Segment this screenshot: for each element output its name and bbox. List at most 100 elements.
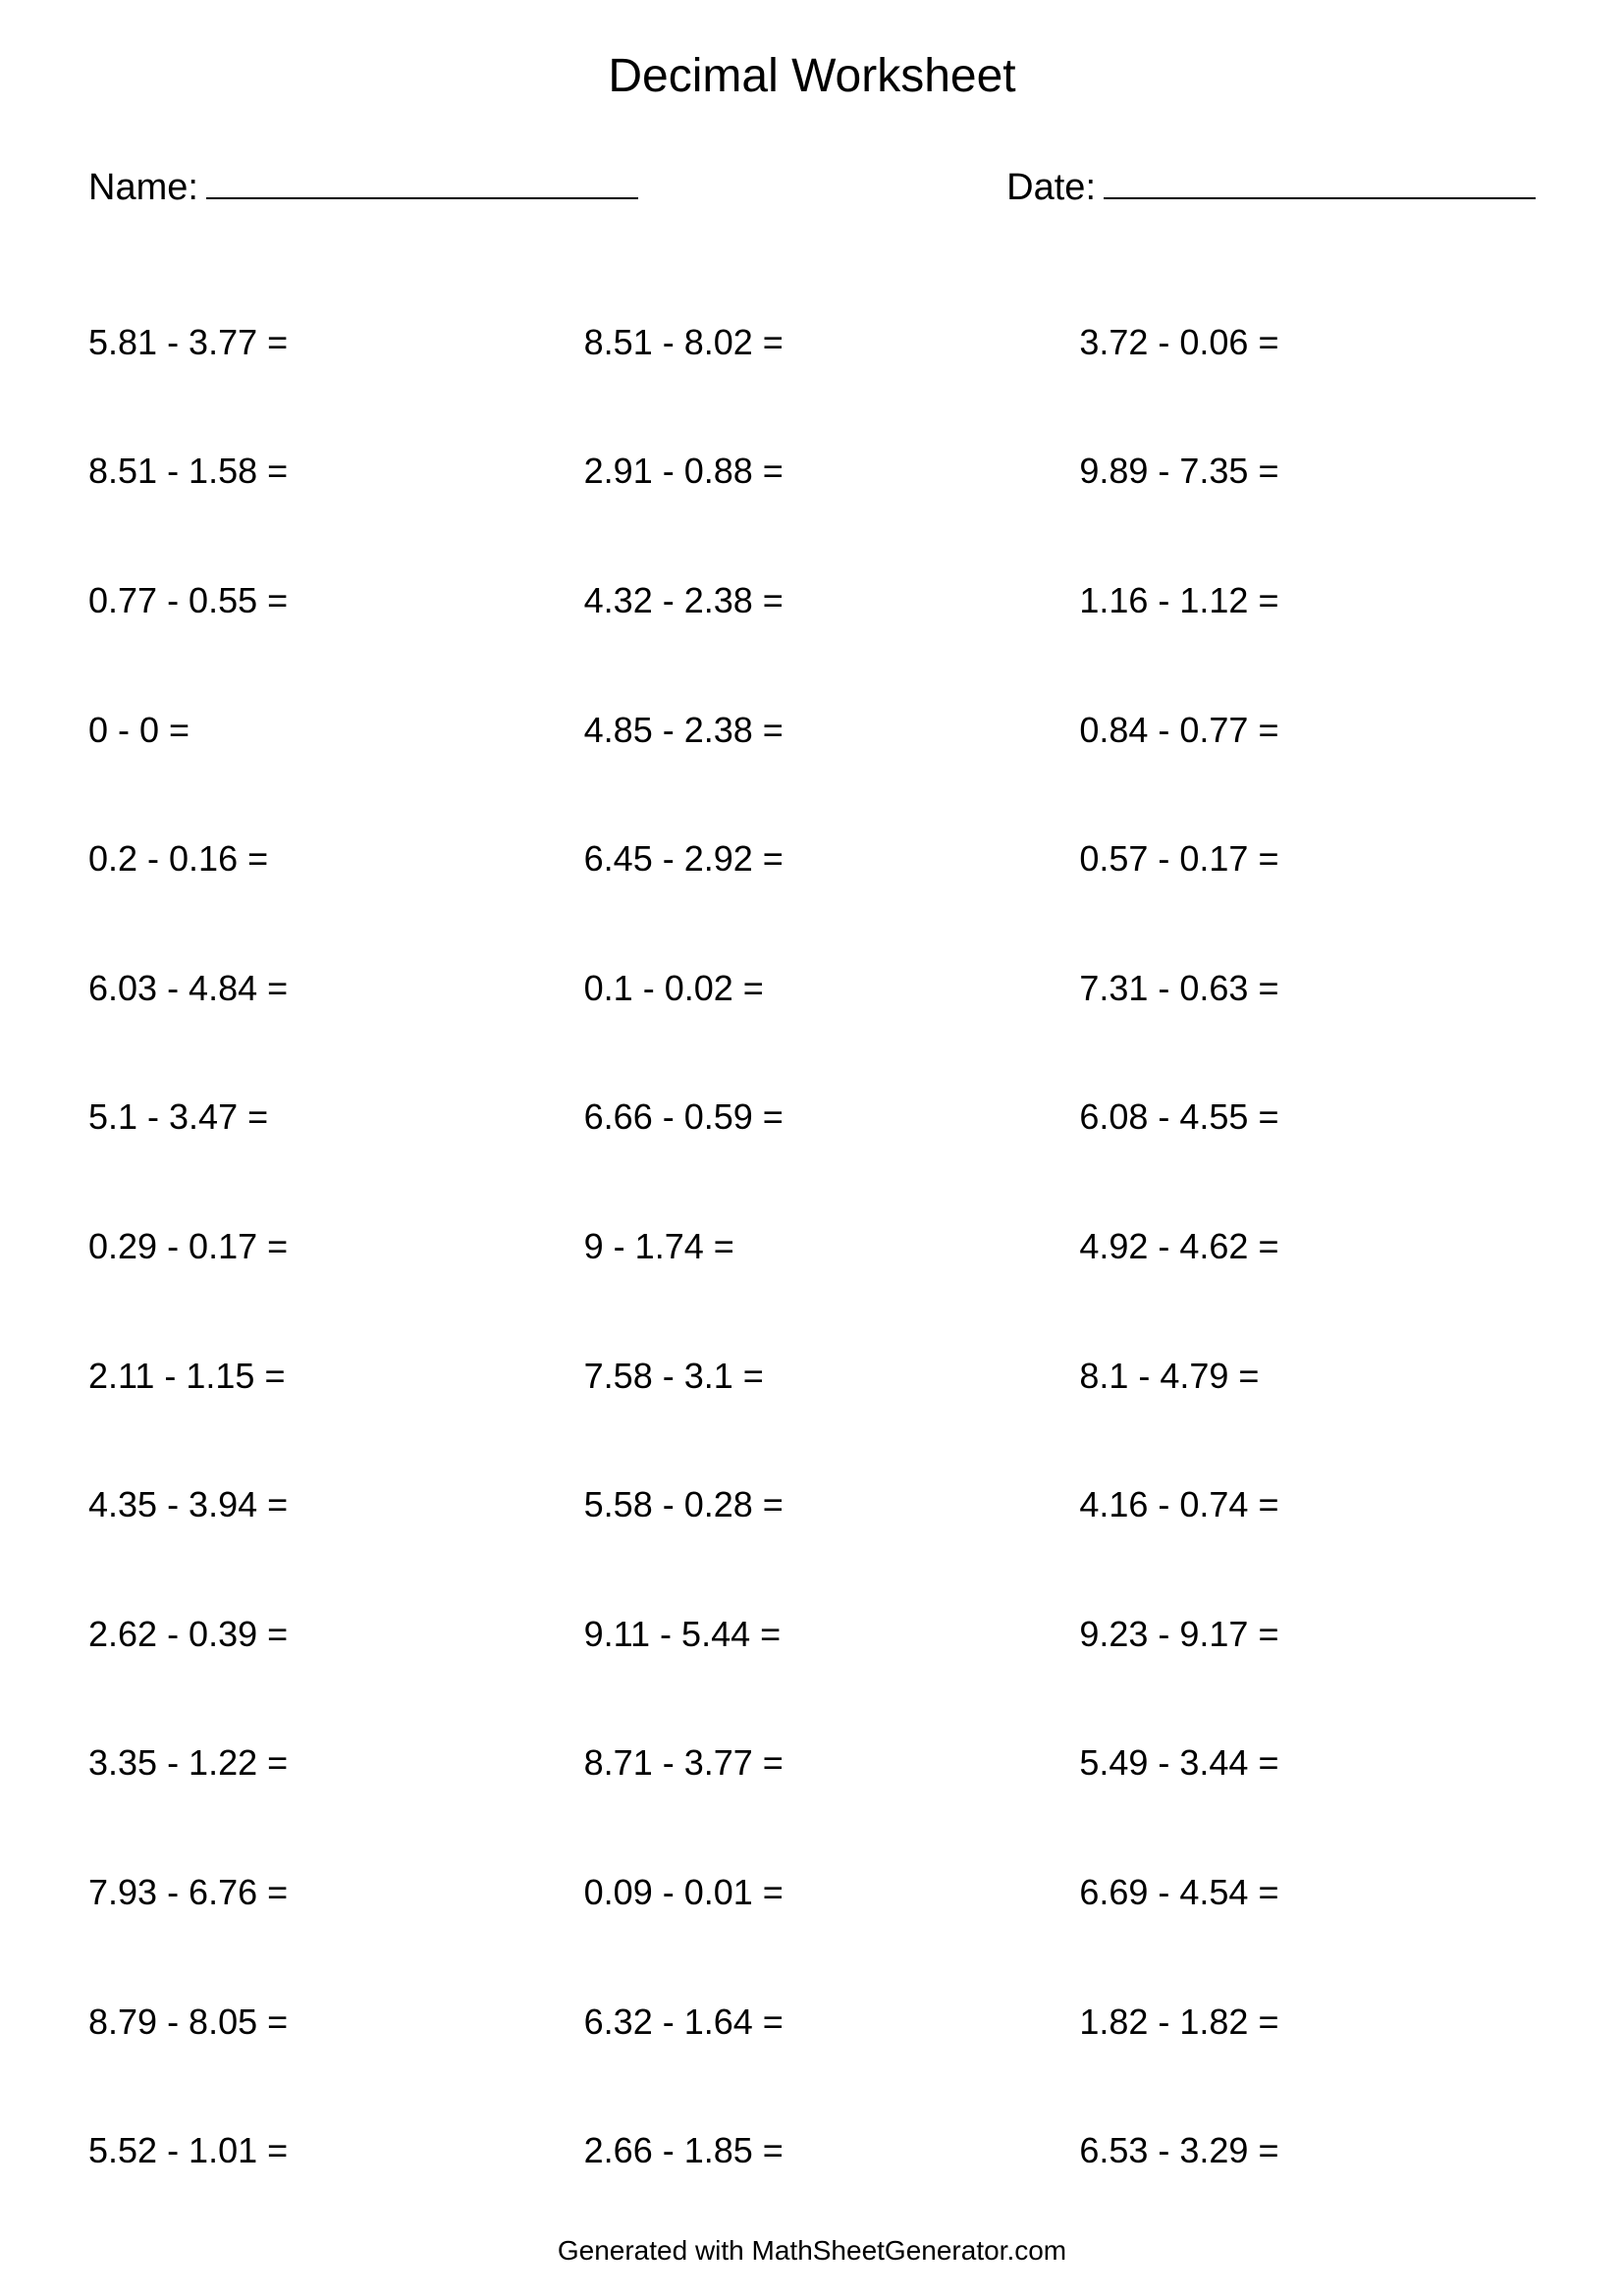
problem-expression: 6.08 - 4.55 = [1079, 1096, 1278, 1138]
problem-expression: 9 - 1.74 = [584, 1226, 734, 1267]
problem: 8.1 - 4.79 = [1079, 1311, 1536, 1441]
problem: 0.09 - 0.01 = [584, 1828, 1041, 1957]
problem-expression: 9.11 - 5.44 = [584, 1614, 781, 1655]
problem: 6.08 - 4.55 = [1079, 1053, 1536, 1183]
problem-expression: 2.11 - 1.15 = [88, 1356, 285, 1397]
problem: 4.32 - 2.38 = [584, 536, 1041, 666]
problem-expression: 5.1 - 3.47 = [88, 1096, 268, 1138]
problem-expression: 5.81 - 3.77 = [88, 322, 288, 363]
problem-expression: 5.49 - 3.44 = [1079, 1742, 1278, 1784]
problem-expression: 4.35 - 3.94 = [88, 1484, 288, 1525]
name-label: Name: [88, 167, 198, 209]
problem-expression: 0.09 - 0.01 = [584, 1872, 784, 1913]
problem: 4.85 - 2.38 = [584, 666, 1041, 795]
problem-expression: 1.16 - 1.12 = [1079, 580, 1278, 621]
page-title: Decimal Worksheet [79, 49, 1545, 103]
problem: 7.58 - 3.1 = [584, 1311, 1041, 1441]
problem: 3.35 - 1.22 = [88, 1699, 545, 1829]
problem: 0.57 - 0.17 = [1079, 794, 1536, 924]
problem-expression: 9.89 - 7.35 = [1079, 451, 1278, 492]
problem: 8.79 - 8.05 = [88, 1957, 545, 2087]
date-field: Date: [1006, 162, 1536, 209]
problem: 5.58 - 0.28 = [584, 1440, 1041, 1570]
problem: 9.89 - 7.35 = [1079, 407, 1536, 537]
problem: 2.11 - 1.15 = [88, 1311, 545, 1441]
problem: 6.45 - 2.92 = [584, 794, 1041, 924]
problem-expression: 3.35 - 1.22 = [88, 1742, 288, 1784]
problem-expression: 1.82 - 1.82 = [1079, 2002, 1278, 2043]
problem-expression: 0 - 0 = [88, 710, 189, 751]
problem-expression: 5.52 - 1.01 = [88, 2130, 288, 2171]
problem: 2.91 - 0.88 = [584, 407, 1041, 537]
date-label: Date: [1006, 167, 1096, 209]
problem: 2.66 - 1.85 = [584, 2086, 1041, 2216]
problem-expression: 2.91 - 0.88 = [584, 451, 784, 492]
problem: 5.81 - 3.77 = [88, 278, 545, 407]
problem-expression: 0.2 - 0.16 = [88, 838, 268, 880]
problem: 9.11 - 5.44 = [584, 1570, 1041, 1699]
problem: 6.32 - 1.64 = [584, 1957, 1041, 2087]
problem: 4.92 - 4.62 = [1079, 1182, 1536, 1311]
problem-expression: 8.51 - 1.58 = [88, 451, 288, 492]
problem: 9.23 - 9.17 = [1079, 1570, 1536, 1699]
problem-expression: 6.69 - 4.54 = [1079, 1872, 1278, 1913]
problem: 0.29 - 0.17 = [88, 1182, 545, 1311]
problem-expression: 4.16 - 0.74 = [1079, 1484, 1278, 1525]
problem: 0.84 - 0.77 = [1079, 666, 1536, 795]
problem: 6.66 - 0.59 = [584, 1053, 1041, 1183]
problem-expression: 8.1 - 4.79 = [1079, 1356, 1259, 1397]
name-field: Name: [88, 162, 638, 209]
problem: 5.52 - 1.01 = [88, 2086, 545, 2216]
problem: 0.77 - 0.55 = [88, 536, 545, 666]
problem-expression: 0.84 - 0.77 = [1079, 710, 1278, 751]
problem: 2.62 - 0.39 = [88, 1570, 545, 1699]
date-blank-line [1104, 162, 1536, 199]
problem-expression: 8.71 - 3.77 = [584, 1742, 784, 1784]
problem-expression: 4.85 - 2.38 = [584, 710, 784, 751]
problem-expression: 2.66 - 1.85 = [584, 2130, 784, 2171]
problem-expression: 6.66 - 0.59 = [584, 1096, 784, 1138]
problem: 5.1 - 3.47 = [88, 1053, 545, 1183]
problem: 4.16 - 0.74 = [1079, 1440, 1536, 1570]
problem-expression: 0.57 - 0.17 = [1079, 838, 1278, 880]
problem: 5.49 - 3.44 = [1079, 1699, 1536, 1829]
problem-expression: 9.23 - 9.17 = [1079, 1614, 1278, 1655]
footer-text: Generated with MathSheetGenerator.com [79, 2235, 1545, 2267]
problem: 9 - 1.74 = [584, 1182, 1041, 1311]
problem: 0.1 - 0.02 = [584, 924, 1041, 1053]
problem: 6.53 - 3.29 = [1079, 2086, 1536, 2216]
problem-expression: 0.77 - 0.55 = [88, 580, 288, 621]
problem-expression: 8.79 - 8.05 = [88, 2002, 288, 2043]
problem: 1.16 - 1.12 = [1079, 536, 1536, 666]
problem: 6.03 - 4.84 = [88, 924, 545, 1053]
problem: 7.93 - 6.76 = [88, 1828, 545, 1957]
problem-expression: 6.53 - 3.29 = [1079, 2130, 1278, 2171]
problem-expression: 4.92 - 4.62 = [1079, 1226, 1278, 1267]
problem-expression: 6.03 - 4.84 = [88, 968, 288, 1009]
problem-expression: 0.1 - 0.02 = [584, 968, 764, 1009]
problem: 3.72 - 0.06 = [1079, 278, 1536, 407]
problem: 8.71 - 3.77 = [584, 1699, 1041, 1829]
problem: 8.51 - 8.02 = [584, 278, 1041, 407]
problem-expression: 7.58 - 3.1 = [584, 1356, 764, 1397]
problem-expression: 2.62 - 0.39 = [88, 1614, 288, 1655]
problem: 4.35 - 3.94 = [88, 1440, 545, 1570]
problems-grid: 5.81 - 3.77 = 8.51 - 1.58 = 0.77 - 0.55 = 0… [79, 278, 1545, 2216]
problem-expression: 8.51 - 8.02 = [584, 322, 784, 363]
problem: 1.82 - 1.82 = [1079, 1957, 1536, 2087]
problem-expression: 6.45 - 2.92 = [584, 838, 784, 880]
problem-expression: 6.32 - 1.64 = [584, 2002, 784, 2043]
problem-expression: 5.58 - 0.28 = [584, 1484, 784, 1525]
problem: 6.69 - 4.54 = [1079, 1828, 1536, 1957]
header-row: Name: Date: [79, 162, 1545, 209]
problem: 8.51 - 1.58 = [88, 407, 545, 537]
problem: 0 - 0 = [88, 666, 545, 795]
problem: 0.2 - 0.16 = [88, 794, 545, 924]
problem-expression: 4.32 - 2.38 = [584, 580, 784, 621]
problem: 7.31 - 0.63 = [1079, 924, 1536, 1053]
problem-expression: 7.93 - 6.76 = [88, 1872, 288, 1913]
problem-expression: 0.29 - 0.17 = [88, 1226, 288, 1267]
name-blank-line [206, 162, 638, 199]
problem-expression: 7.31 - 0.63 = [1079, 968, 1278, 1009]
problem-expression: 3.72 - 0.06 = [1079, 322, 1278, 363]
